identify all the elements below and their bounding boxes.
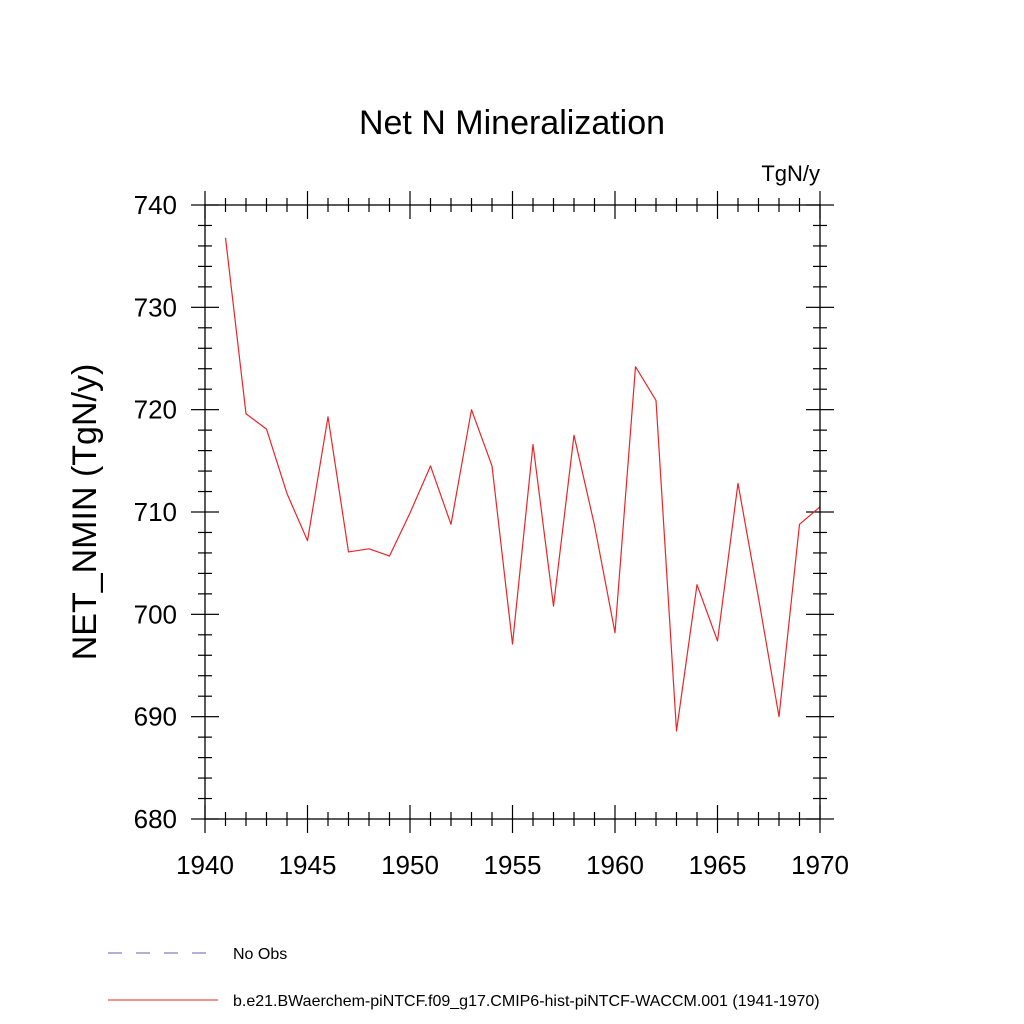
y-tick-label: 730 xyxy=(134,292,177,322)
x-tick-label: 1945 xyxy=(279,850,337,880)
y-tick-label: 690 xyxy=(134,702,177,732)
axis-ticks xyxy=(191,191,834,833)
y-tick-label: 700 xyxy=(134,599,177,629)
y-tick-label: 680 xyxy=(134,804,177,834)
y-tick-label: 720 xyxy=(134,395,177,425)
units-label: TgN/y xyxy=(761,161,820,186)
y-tick-label: 740 xyxy=(134,190,177,220)
y-tick-label: 710 xyxy=(134,497,177,527)
legend-label-no-obs: No Obs xyxy=(233,946,287,963)
series-line xyxy=(224,237,821,732)
series-group xyxy=(224,237,821,732)
x-tick-label: 1970 xyxy=(791,850,849,880)
x-tick-label: 1950 xyxy=(381,850,439,880)
plot-frame xyxy=(204,204,821,820)
y-axis-label: NET_NMIN (TgN/y) xyxy=(66,364,104,661)
legend-label-model-run: b.e21.BWaerchem-piNTCF.f09_g17.CMIP6-his… xyxy=(233,993,820,1010)
x-tick-label: 1965 xyxy=(689,850,747,880)
chart-title: Net N Mineralization xyxy=(359,104,665,142)
x-tick-label: 1960 xyxy=(586,850,644,880)
x-tick-label: 1940 xyxy=(176,850,234,880)
legend: No Obs b.e21.BWaerchem-piNTCF.f09_g17.CM… xyxy=(108,946,820,1010)
x-tick-label: 1955 xyxy=(484,850,542,880)
axis-tick-labels: 1940 1945 1950 1955 1960 1965 1970 680 690 700 710… xyxy=(134,190,849,880)
